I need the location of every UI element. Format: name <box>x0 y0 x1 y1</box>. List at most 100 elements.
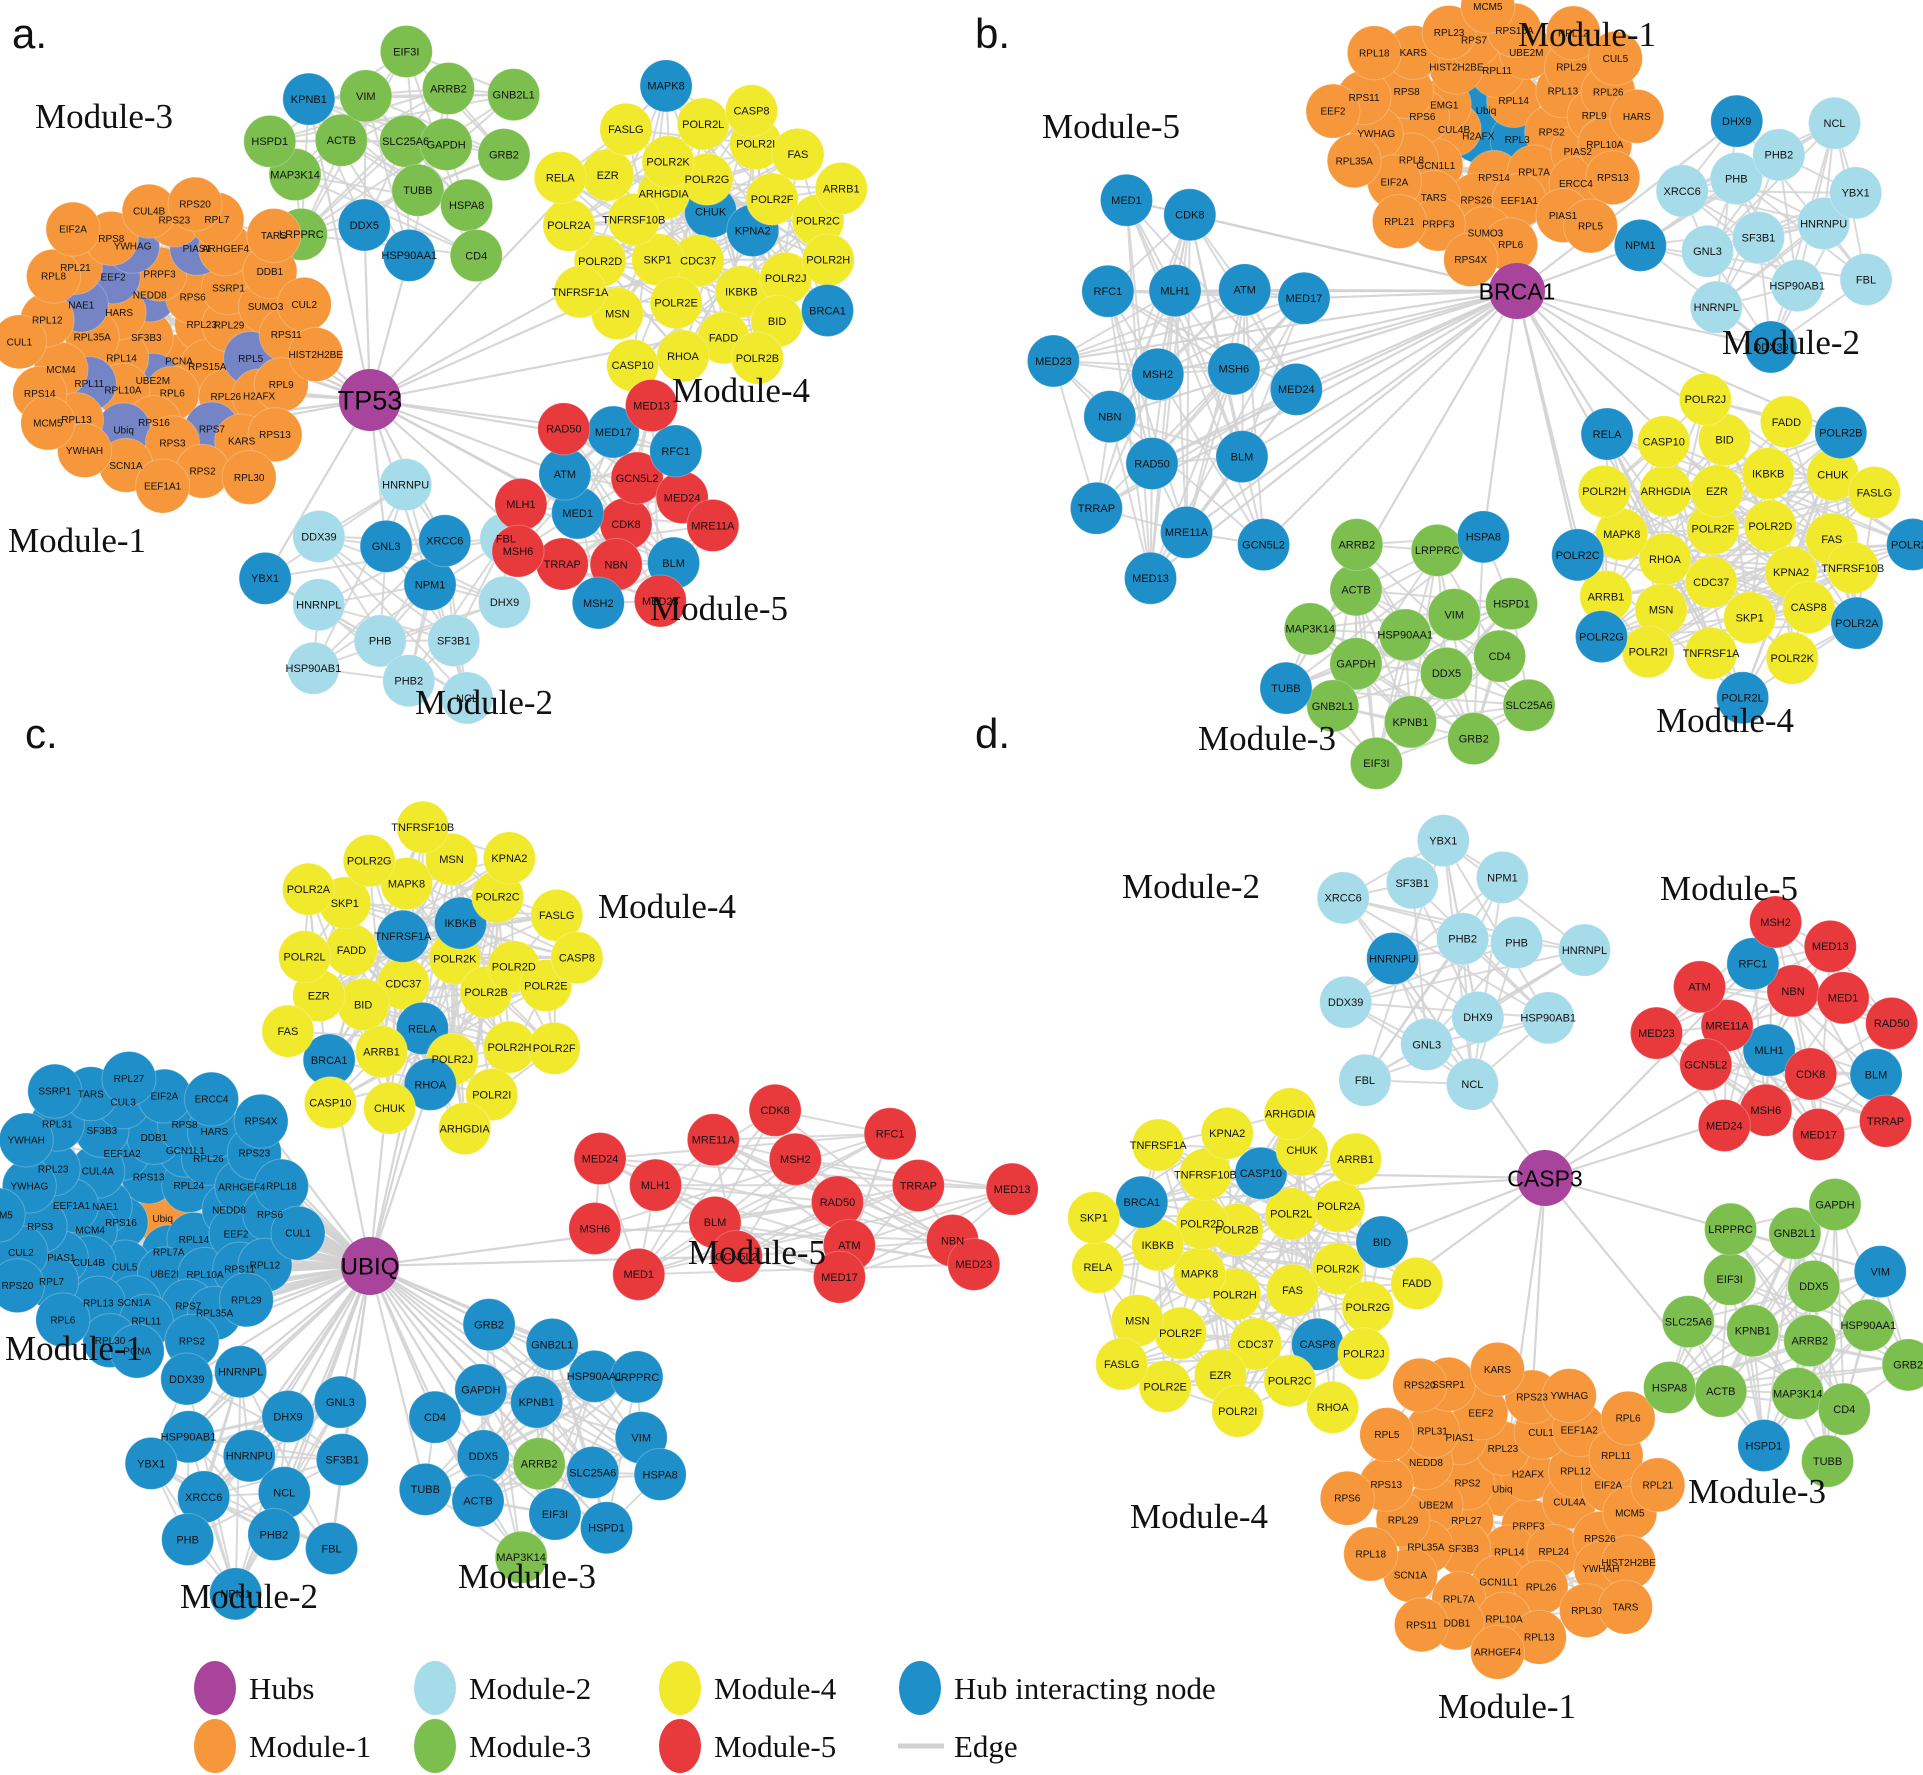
hub-edge <box>1185 290 1518 534</box>
node-rpl21 <box>1371 194 1427 250</box>
node-eif3i <box>528 1487 582 1541</box>
node-rfc1 <box>1726 937 1780 991</box>
edge <box>1436 550 1475 739</box>
node-cd4 <box>449 229 503 283</box>
node-mlh1 <box>494 477 548 531</box>
node-xrcc6 <box>1316 871 1370 925</box>
legend-item-hub-interacting-node: Hub interacting node <box>899 1661 1216 1715</box>
node-chuk <box>363 1081 417 1135</box>
module-label-module-3-d: Module-3 <box>1688 1472 1826 1511</box>
edge <box>638 1188 1013 1276</box>
node-gapdh <box>1808 1177 1862 1231</box>
hub-edge <box>1303 289 1518 300</box>
hub-edge <box>1516 289 1772 349</box>
node-ncl <box>1808 96 1862 150</box>
node-hsp90ab1 <box>286 641 340 695</box>
node-tubb <box>391 163 445 217</box>
node-polr2j <box>1337 1327 1391 1381</box>
node-arrb2 <box>1783 1314 1837 1368</box>
node-cul2 <box>276 276 332 332</box>
edge <box>1157 297 1305 376</box>
node-hsp90aa1 <box>382 228 436 282</box>
edge <box>1107 290 1297 391</box>
node-ncl <box>1445 1057 1499 1111</box>
node-rpl5 <box>1359 1407 1415 1463</box>
node-tnfrsf10b <box>1826 541 1880 595</box>
node-msh6 <box>1207 342 1261 396</box>
node-phb2 <box>1752 128 1806 182</box>
node-mlh1 <box>1148 264 1202 318</box>
node-cdk8 <box>748 1083 802 1137</box>
node-rpl23 <box>1421 4 1477 60</box>
node-msh6 <box>568 1201 622 1255</box>
node-brca1 <box>1115 1175 1169 1229</box>
edge <box>1345 876 1504 1004</box>
node-cul4b <box>121 183 177 239</box>
edge <box>520 503 674 565</box>
edge <box>1656 945 1831 1035</box>
node-hars <box>1609 88 1665 144</box>
node-msh2 <box>1131 347 1185 401</box>
node-skp1 <box>1067 1191 1121 1245</box>
node-fbl <box>1839 253 1893 307</box>
hub-label-casp3: CASP3 <box>1507 1165 1582 1191</box>
edge <box>318 535 455 642</box>
node-atm <box>1218 263 1272 317</box>
hub-edge <box>1544 1049 1770 1179</box>
node-polr2f <box>527 1021 581 1075</box>
node-med17 <box>1792 1108 1846 1162</box>
node-skp1 <box>1723 591 1777 645</box>
node-ddx39 <box>160 1352 214 1406</box>
node-polr2g <box>1574 610 1628 664</box>
node-cdc37 <box>1229 1317 1283 1371</box>
node-eif3i <box>379 25 433 79</box>
node-nbn <box>1083 390 1137 444</box>
legend-label: Module-4 <box>714 1671 837 1706</box>
edge <box>594 1227 953 1242</box>
legend-swatch-m2 <box>414 1661 456 1715</box>
node-ywhah <box>57 423 113 479</box>
node-ybx1 <box>1829 166 1883 220</box>
node-ddx5 <box>337 198 391 252</box>
hub-edge <box>264 399 371 579</box>
edge <box>312 537 507 670</box>
node-atm <box>538 447 592 501</box>
legend-item-module-5: Module-5 <box>659 1719 836 1773</box>
node-bid <box>336 978 390 1032</box>
node-polr2k <box>641 135 695 189</box>
node-ybx1 <box>1416 814 1470 868</box>
hub-node-casp3 <box>1517 1150 1573 1206</box>
node-med13 <box>985 1162 1039 1216</box>
module-label-module-1-a: Module-1 <box>8 521 146 560</box>
node-med1 <box>1099 173 1153 227</box>
node-tnfrsf10b <box>396 800 450 854</box>
node-grb2 <box>462 1298 516 1352</box>
node-kpnb1 <box>510 1375 564 1429</box>
node-rhoa <box>656 329 710 383</box>
node-map3k14 <box>1283 602 1337 656</box>
edge <box>269 50 407 143</box>
node-fadd <box>1759 395 1813 449</box>
node-mre11a <box>686 1113 740 1167</box>
edge <box>1125 199 1298 391</box>
node-arrb2 <box>421 62 475 116</box>
module-label-module-1-d: Module-1 <box>1438 1687 1576 1726</box>
node-phb2 <box>1436 912 1490 966</box>
node-med1 <box>1816 971 1870 1025</box>
node-tnfrsf10b <box>1178 1147 1232 1201</box>
module-label-module-5-c: Module-5 <box>688 1233 826 1272</box>
node-hsp90ab1 <box>1521 991 1575 1045</box>
node-polr2e <box>649 276 703 330</box>
node-cd4 <box>408 1390 462 1444</box>
node-hnrnpu <box>1366 931 1420 985</box>
edge <box>1471 877 1504 1085</box>
hub-edge <box>1241 290 1518 458</box>
node-polr2h <box>1577 464 1631 518</box>
edge <box>594 1132 891 1230</box>
node-hsp90ab1 <box>1770 259 1824 313</box>
edge <box>1108 214 1191 417</box>
legend-swatch-m3 <box>414 1719 456 1773</box>
node-slc25a6 <box>1502 678 1556 732</box>
hub-edge <box>1233 289 1518 370</box>
node-polr2a <box>1312 1179 1366 1233</box>
